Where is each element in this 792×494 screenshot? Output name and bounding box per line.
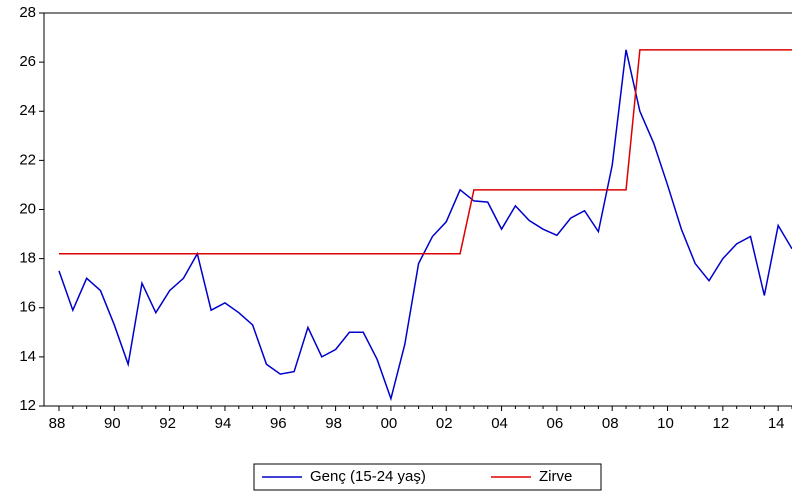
x-tick-label: 02 [436, 415, 453, 432]
series-line [58, 49, 792, 402]
y-tick-label: 22 [19, 151, 36, 168]
x-tick-label: 88 [49, 415, 66, 432]
x-tick-label: 00 [381, 415, 398, 432]
series-line [59, 49, 792, 255]
x-tick-label: 94 [215, 415, 232, 432]
x-tick-label: 08 [602, 415, 619, 432]
x-tick-label: 04 [491, 415, 508, 432]
y-tick-label: 16 [19, 299, 36, 316]
legend-box [253, 463, 602, 491]
y-tick-label: 26 [19, 53, 36, 70]
legend-label: Genç (15-24 yaş) [310, 468, 426, 485]
y-tick-label: 14 [19, 348, 36, 365]
x-tick-label: 96 [270, 415, 287, 432]
y-tick-label: 18 [19, 250, 36, 267]
x-tick-label: 12 [713, 415, 730, 432]
y-tick-label: 20 [19, 200, 36, 217]
y-tick-label: 12 [19, 397, 36, 414]
x-tick-label: 14 [768, 415, 785, 432]
y-tick-label: 28 [19, 4, 36, 21]
x-tick-label: 92 [159, 415, 176, 432]
x-tick-label: 90 [104, 415, 121, 432]
x-tick-label: 98 [325, 415, 342, 432]
x-tick-label: 06 [547, 415, 564, 432]
x-tick-label: 10 [657, 415, 674, 432]
legend-label: Zirve [539, 468, 572, 485]
y-tick-label: 24 [19, 102, 36, 119]
